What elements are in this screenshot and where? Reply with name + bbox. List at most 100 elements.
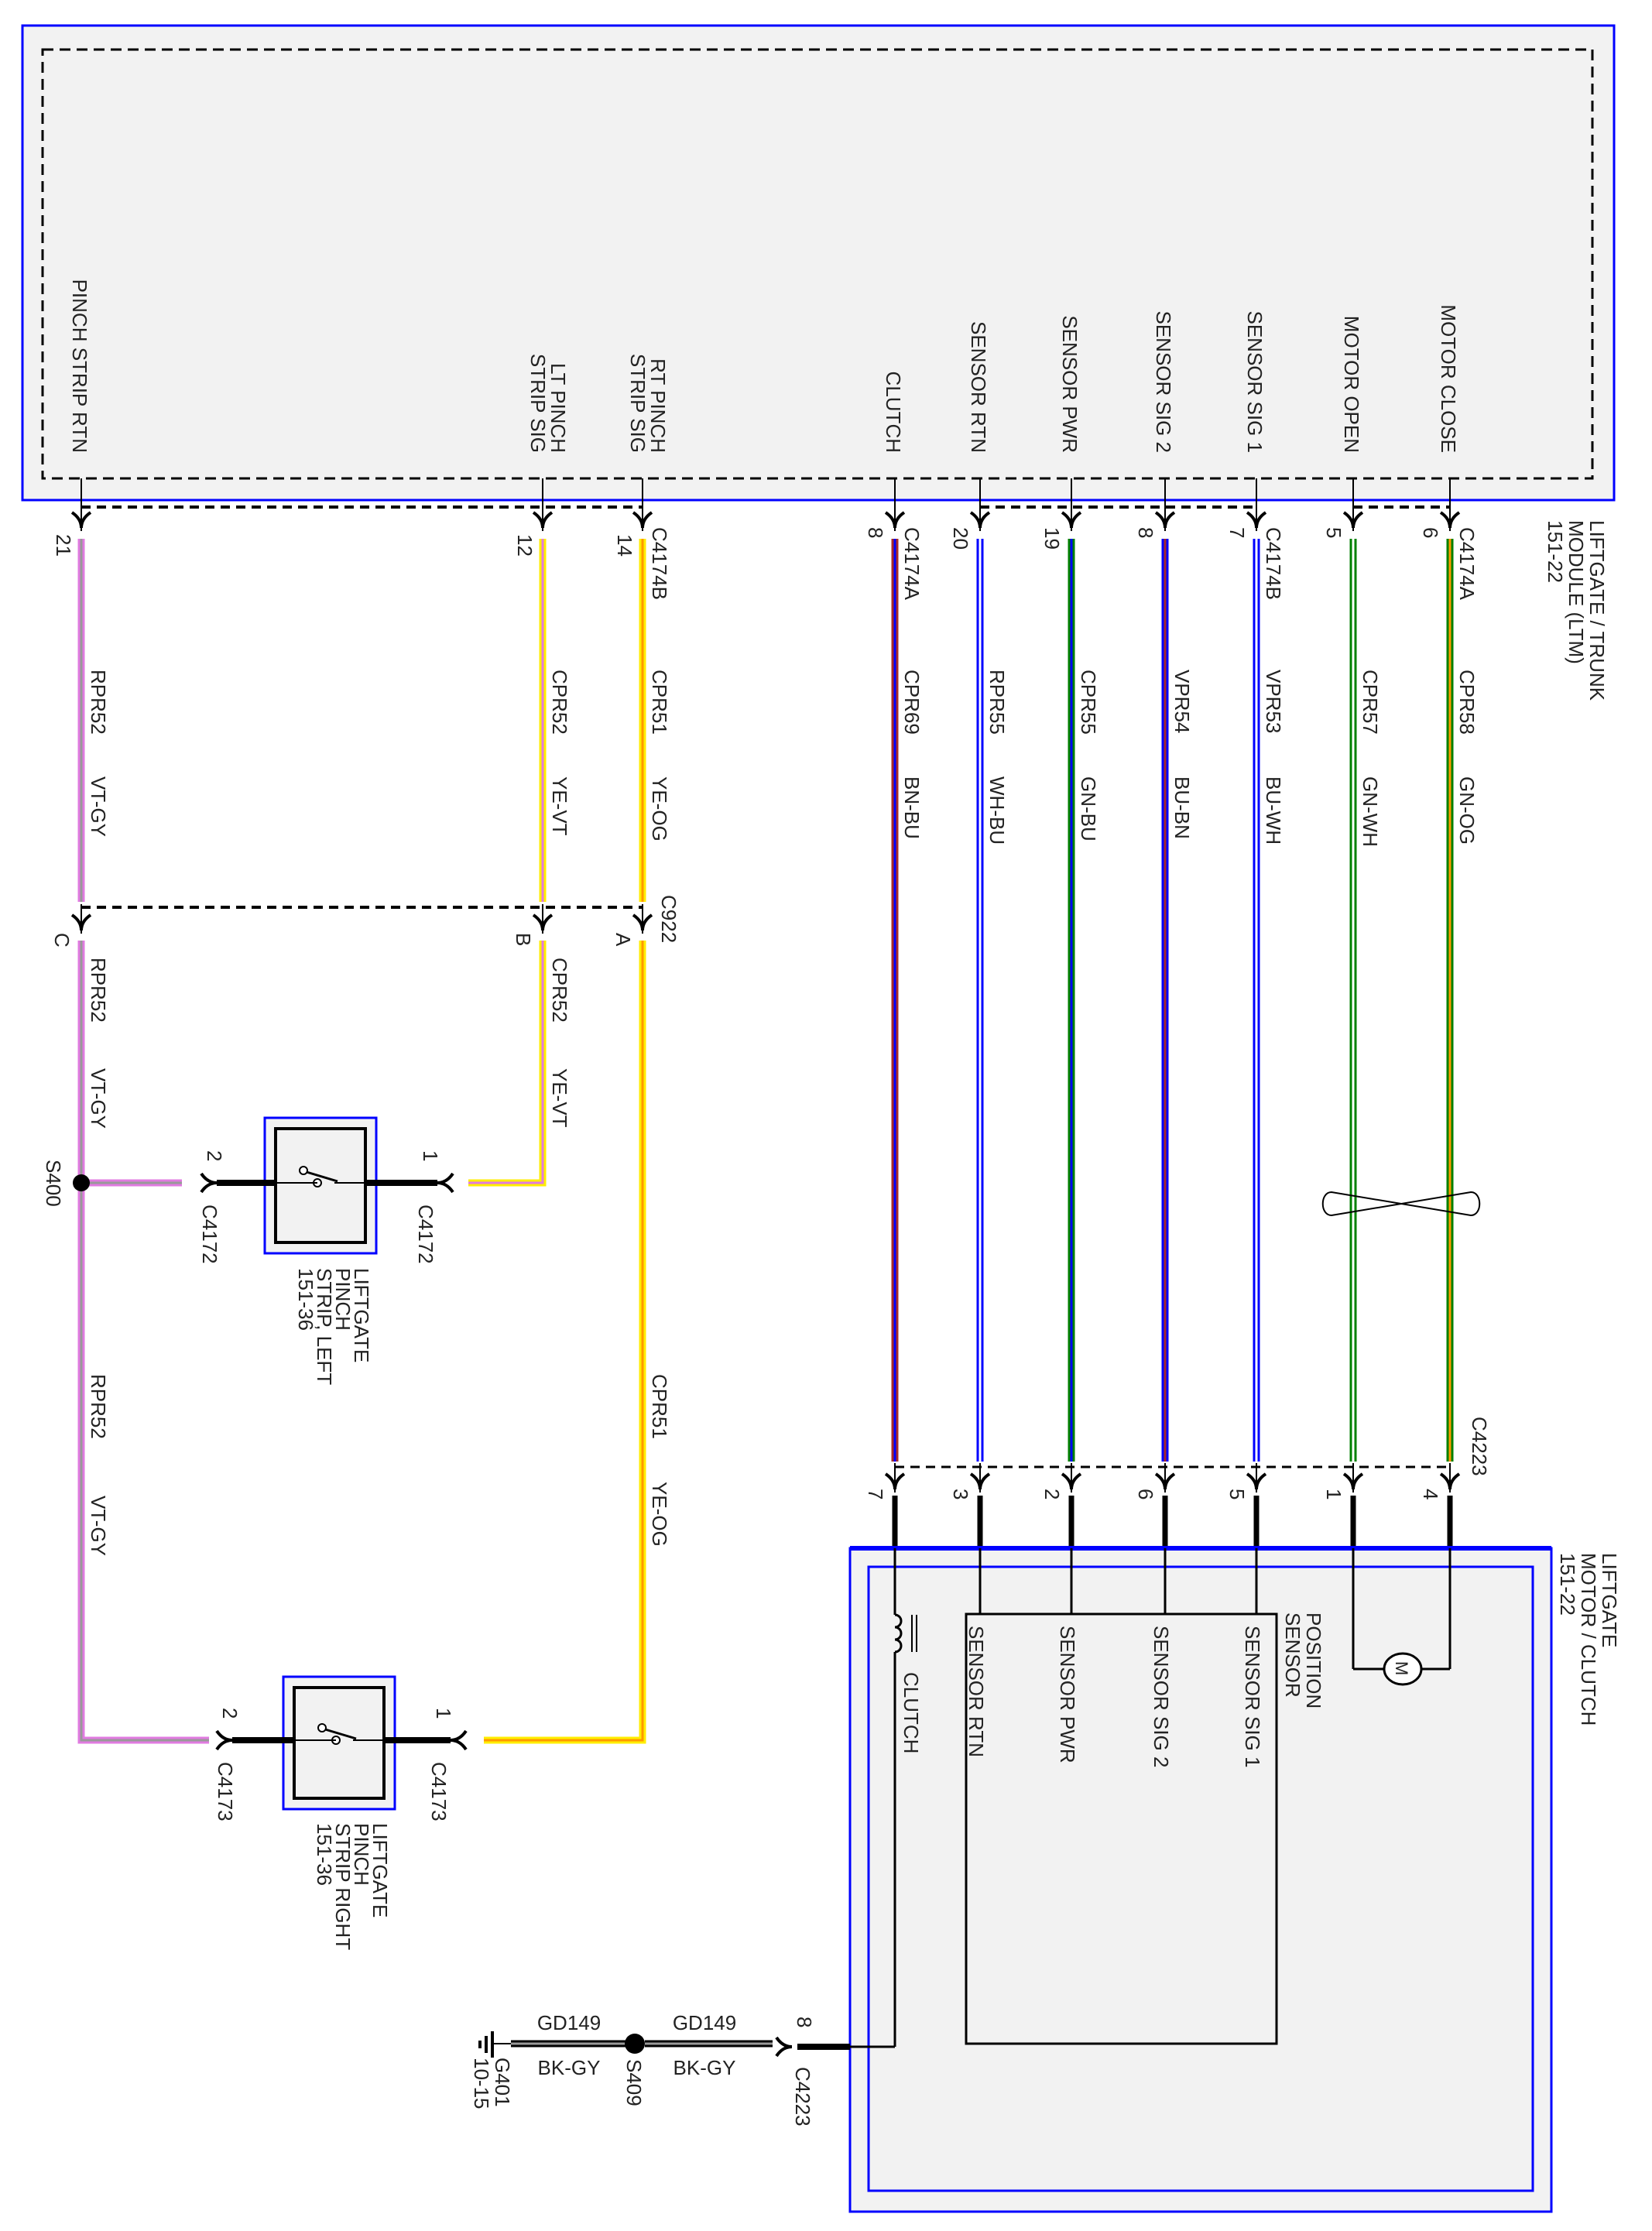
wire-color-label: VT-GY <box>87 1496 110 1556</box>
circuit-label: RPR52 <box>87 958 110 1023</box>
pin-number: 1 <box>1322 1489 1345 1499</box>
wire-color-label: YE-OG <box>648 776 671 841</box>
wire-cpr52-lower-base <box>468 941 547 1187</box>
splice-s409-icon <box>625 2034 645 2054</box>
component-name: LIFTGATE <box>368 1823 392 1917</box>
module-pin-label: MOTOR CLOSE <box>1437 304 1460 453</box>
circuit-label: GD149 <box>537 2011 601 2034</box>
module-pin-label: STRIP SIG <box>626 354 649 453</box>
wire-color-label: BU-WH <box>1262 776 1285 845</box>
pin-number: 21 <box>52 534 75 557</box>
switch-contact-icon <box>317 1723 327 1732</box>
pin-number: 14 <box>613 534 636 557</box>
pin-number: 6 <box>1419 527 1442 538</box>
motor-module-inner-box <box>867 1565 1534 2192</box>
c922-pin: C <box>50 933 74 948</box>
connector-label: C4173 <box>427 1762 451 1821</box>
module-pin-label: PINCH STRIP RTN <box>68 279 91 453</box>
ltm-module-inner-boundary <box>41 48 1594 480</box>
component-name: STRIP RIGHT <box>331 1823 355 1950</box>
pin-number: 5 <box>1322 527 1345 538</box>
circuit-label: GD149 <box>673 2011 736 2034</box>
module-pin-label: SENSOR PWR <box>1058 315 1081 453</box>
connector-label: C4174A <box>1455 527 1479 601</box>
switch-blade-icon <box>324 1728 357 1740</box>
splice-label: S400 <box>42 1160 65 1207</box>
module-pin-label: LT PINCH <box>547 363 570 453</box>
circuit-label: CPR69 <box>900 670 924 735</box>
motor-icon <box>1383 1652 1423 1686</box>
circuit-label: CPR52 <box>548 670 571 735</box>
wire-cpr51-lower-stripe <box>484 941 644 1742</box>
c922-pin: A <box>612 933 635 947</box>
clutch-coil-icon <box>894 1613 903 1654</box>
connector-label: C4173 <box>214 1762 237 1821</box>
position-sensor-box <box>965 1612 1278 2045</box>
component-name: PINCH <box>331 1268 355 1331</box>
component-name: PINCH <box>350 1823 373 1886</box>
position-sensor-label: SENSOR <box>1281 1612 1304 1698</box>
circuit-label: CPR51 <box>648 670 671 735</box>
ltm-module-name: LIFTGATE / TRUNK <box>1585 520 1609 701</box>
pin-number: 7 <box>1225 527 1249 538</box>
motor-icon-letter: M <box>1392 1661 1411 1675</box>
ground-label: G401 <box>491 2058 514 2107</box>
wire-color-label: GN-WH <box>1359 776 1382 847</box>
ltm-module-box <box>21 24 1616 502</box>
sensor-pin-label: SENSOR SIG 1 <box>1241 1626 1264 1768</box>
clutch-label: CLUTCH <box>900 1672 923 1753</box>
pin-number: 2 <box>203 1150 226 1161</box>
pinch-left-switch <box>263 1116 378 1255</box>
pin-number: 8 <box>793 2017 816 2027</box>
pin-number: 19 <box>1040 527 1064 550</box>
c922-pin: B <box>512 933 535 946</box>
splice-s400-icon <box>73 1174 90 1191</box>
module-pin-label: STRIP SIG <box>526 354 550 453</box>
component-name: STRIP, LEFT <box>313 1268 336 1385</box>
wire-rpr52-lower <box>77 941 209 1744</box>
circuit-label: RPR52 <box>87 670 110 735</box>
pin-number: 2 <box>1040 1489 1064 1499</box>
pin-number: 8 <box>864 527 887 538</box>
module-pin-label: SENSOR RTN <box>967 321 990 453</box>
pin-number: 1 <box>432 1708 455 1719</box>
pin-number: 2 <box>218 1708 242 1719</box>
wire-color-label: WH-BU <box>985 776 1009 845</box>
component-name: LIFTGATE <box>350 1268 373 1362</box>
wire-color-label: GN-OG <box>1455 776 1479 845</box>
wire-color-label: YE-VT <box>548 1068 571 1128</box>
ground-label: 10-15 <box>470 2058 493 2109</box>
wire-cpr51-lower-base <box>484 941 646 1744</box>
wire-color-label: YE-OG <box>648 1482 671 1547</box>
pin-number: 12 <box>513 534 536 557</box>
switch-contact-icon <box>299 1166 308 1175</box>
module-pin-label: RT PINCH <box>646 358 670 453</box>
connector-arrow-icon <box>215 1729 233 1751</box>
wire-color-label: GN-BU <box>1077 776 1100 841</box>
wire-cpr52-lower-stripe <box>468 941 544 1184</box>
module-pin-label: CLUTCH <box>882 372 905 453</box>
circuit-label: RPR55 <box>985 670 1009 735</box>
c4223-arrow-icon <box>775 2036 793 2058</box>
connector-arrow-icon <box>437 1172 454 1194</box>
wire-color-label: BN-BU <box>900 776 924 839</box>
connector-label: C922 <box>657 895 680 943</box>
circuit-label: CPR51 <box>648 1374 671 1439</box>
module-pin-label: SENSOR SIG 2 <box>1152 311 1175 454</box>
wire-color-label: BK-GY <box>673 2056 736 2079</box>
connector-label: C4223 <box>1468 1417 1491 1476</box>
splice-label: S409 <box>622 2059 646 2106</box>
motor-module-name: MOTOR / CLUTCH <box>1577 1553 1600 1726</box>
wire-color-label: BK-GY <box>538 2056 601 2079</box>
module-pin-label: SENSOR SIG 1 <box>1243 311 1266 454</box>
module-pin-label: MOTOR OPEN <box>1340 316 1363 453</box>
circuit-label: VPR53 <box>1262 670 1285 733</box>
wire-cpr52-lower <box>468 941 547 1187</box>
wire-color-label: VT-GY <box>87 776 110 837</box>
connector-label: C4172 <box>414 1205 437 1264</box>
pin-number: 5 <box>1225 1489 1249 1499</box>
wire-color-label: VT-GY <box>87 1068 110 1129</box>
wire-rpr52-lower-stripe <box>80 941 209 1742</box>
sensor-pin-label: SENSOR SIG 2 <box>1150 1626 1173 1768</box>
